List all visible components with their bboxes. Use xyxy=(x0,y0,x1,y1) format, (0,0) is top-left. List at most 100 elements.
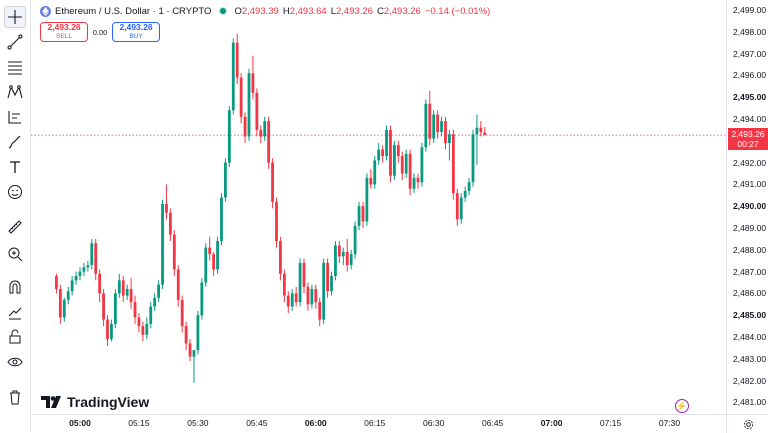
candle-body xyxy=(459,197,463,220)
eye-icon[interactable] xyxy=(4,351,26,373)
candle-body xyxy=(82,267,86,272)
candle xyxy=(381,145,385,163)
brush-icon[interactable] xyxy=(4,131,26,153)
candle-body xyxy=(318,302,322,320)
candle-body xyxy=(113,293,117,324)
candle xyxy=(369,169,373,189)
candle-body xyxy=(212,254,216,270)
candle-body xyxy=(479,127,483,133)
candle xyxy=(259,125,263,143)
candle xyxy=(389,125,392,183)
tradingview-logo[interactable]: TradingView xyxy=(41,394,149,410)
price-scale[interactable]: 2,499.00 2,498.00 2,497.00 2,496.00 2,495.00… xyxy=(726,0,768,414)
zoom-icon[interactable] xyxy=(4,243,26,265)
candle xyxy=(180,295,184,333)
time-tick-label: 06:30 xyxy=(423,418,445,428)
crosshair-icon[interactable] xyxy=(4,6,26,28)
logo-text: TradingView xyxy=(67,394,150,410)
prediction-icon[interactable] xyxy=(4,106,26,128)
chart-pane[interactable] xyxy=(31,0,726,414)
candle-body xyxy=(385,129,388,157)
candle-body xyxy=(172,234,176,270)
price-tick-label: 2,487.00 xyxy=(733,266,767,277)
candle-body xyxy=(436,114,440,133)
sell-button[interactable]: 2,493.26 SELL xyxy=(40,22,88,42)
emoji-icon[interactable] xyxy=(4,181,26,203)
candle-body xyxy=(168,212,172,235)
candle xyxy=(255,88,259,137)
candle xyxy=(239,73,243,124)
lock-drawing-icon[interactable] xyxy=(4,301,26,323)
candle xyxy=(106,315,109,346)
price-tick-label: 2,483.00 xyxy=(733,353,767,364)
candle xyxy=(393,140,396,181)
candle xyxy=(432,110,436,143)
fib-icon[interactable] xyxy=(4,56,26,78)
pattern-icon[interactable] xyxy=(4,81,26,103)
candle-body xyxy=(117,280,121,294)
candle xyxy=(408,149,412,196)
candle-body xyxy=(133,302,137,318)
text-icon[interactable] xyxy=(4,156,26,178)
candle xyxy=(310,284,314,309)
time-tick-label: 07:00 xyxy=(540,418,563,428)
candle-body xyxy=(330,275,333,292)
trend-line-icon[interactable] xyxy=(4,31,26,53)
magnet-icon[interactable] xyxy=(4,276,26,298)
candle-body xyxy=(220,197,223,242)
candle-body xyxy=(463,190,467,198)
candle xyxy=(326,258,329,298)
candle xyxy=(428,90,432,146)
candle xyxy=(70,275,74,296)
candle xyxy=(188,339,192,361)
gear-icon xyxy=(743,419,753,429)
candle-body xyxy=(161,204,164,285)
candle-body xyxy=(455,193,459,220)
candle xyxy=(459,193,463,224)
candle-body xyxy=(121,280,125,296)
candle xyxy=(216,236,219,274)
time-tick-label: 06:15 xyxy=(364,418,386,428)
price-tick-label: 2,499.00 xyxy=(733,5,767,15)
candle xyxy=(86,260,90,272)
candle-body xyxy=(377,149,381,161)
candle xyxy=(141,321,145,342)
candle xyxy=(416,173,420,189)
price-tick-label: 2,497.00 xyxy=(733,48,767,59)
candle xyxy=(145,317,149,340)
candle-body xyxy=(471,134,475,183)
candle xyxy=(318,297,322,327)
candle-body xyxy=(420,147,424,183)
candle xyxy=(55,273,58,294)
candle xyxy=(78,267,82,281)
candle-body xyxy=(102,293,105,320)
candle-body xyxy=(412,177,416,189)
price-tick-label: 2,492.00 xyxy=(733,157,767,168)
candle xyxy=(440,116,443,137)
candle-body xyxy=(345,251,349,266)
candle xyxy=(400,151,404,181)
candle xyxy=(90,238,94,270)
chart-settings-corner[interactable] xyxy=(726,414,768,433)
symbol-title[interactable]: Ethereum / U.S. Dollar · 1 · CRYPTO xyxy=(55,5,212,17)
candle xyxy=(286,291,290,314)
candle xyxy=(153,293,157,311)
candlestick-chart[interactable] xyxy=(31,0,726,414)
candle xyxy=(479,121,483,137)
candle xyxy=(251,55,255,100)
candle-body xyxy=(361,206,365,222)
price-tick-label: 2,486.00 xyxy=(733,288,767,299)
unlock-icon[interactable] xyxy=(4,326,26,348)
candle xyxy=(302,258,306,294)
trash-icon[interactable] xyxy=(4,386,26,408)
buy-button[interactable]: 2,493.26 BUY xyxy=(112,22,160,42)
candle-body xyxy=(467,182,471,191)
time-tick-label: 05:15 xyxy=(128,418,150,428)
candle-body xyxy=(440,121,443,133)
ruler-icon[interactable] xyxy=(4,216,26,238)
candle-body xyxy=(125,289,129,296)
candle-body xyxy=(216,241,219,270)
time-scale[interactable]: 05:00 05:15 05:30 05:45 06:00 06:15 06:30 06:45… xyxy=(31,414,726,433)
candle-body xyxy=(90,243,94,266)
lightning-icon[interactable]: ⚡ xyxy=(675,399,689,413)
